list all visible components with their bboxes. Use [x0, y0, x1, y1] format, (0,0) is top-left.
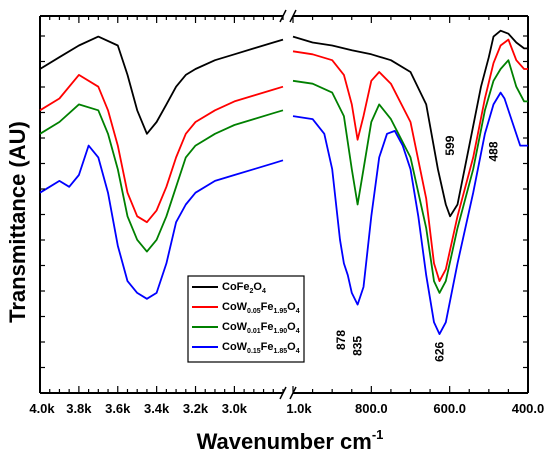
x-tick-label: 3.6k [105, 401, 131, 416]
series-line [292, 59, 528, 294]
x-tick-label: 800.0 [355, 401, 388, 416]
x-tick-label: 3.0k [222, 401, 248, 416]
x-tick-label: 400.0 [512, 401, 545, 416]
peak-label: 488 [487, 141, 501, 161]
series-line [39, 103, 284, 253]
peak-label: 835 [351, 336, 365, 356]
peak-label: 878 [334, 330, 348, 350]
series-line [292, 29, 528, 218]
x-tick-label: 1.0k [286, 401, 312, 416]
legend-label: CoFe2O4 [222, 281, 266, 295]
ticks-layer: 4.0k 3.8k 3.6k 3.4k 3.2k 3.0k 1.0k 800.0 600.0 40… [29, 16, 544, 416]
series-line [39, 144, 284, 300]
legend-label: CoW0.05Fe1.95O4 [222, 301, 300, 315]
x-tick-label: 3.2k [183, 401, 209, 416]
legend-label: CoW0.01Fe1.90O4 [222, 321, 300, 335]
y-axis-title: Transmittance (AU) [5, 121, 30, 323]
series-line [39, 74, 284, 224]
x-tick-label: 3.8k [66, 401, 92, 416]
legend-label: CoW0.15Fe1.85O4 [222, 341, 300, 355]
peak-label: 626 [433, 341, 447, 361]
series-line [292, 38, 528, 282]
series-layer [39, 29, 528, 335]
series-line [292, 91, 528, 335]
legend: CoFe2O4 CoW0.05Fe1.95O4 CoW0.01Fe1.90O4 CoW… [187, 275, 305, 363]
x-tick-label: 600.0 [433, 401, 466, 416]
annotation-layer: 599 488 878 835 626 [334, 135, 501, 362]
peak-label: 599 [443, 135, 457, 155]
x-axis-title: Wavenumber cm-1 [197, 427, 384, 454]
x-tick-label: 3.4k [144, 401, 170, 416]
series-line [39, 35, 284, 135]
x-tick-label: 4.0k [29, 401, 55, 416]
